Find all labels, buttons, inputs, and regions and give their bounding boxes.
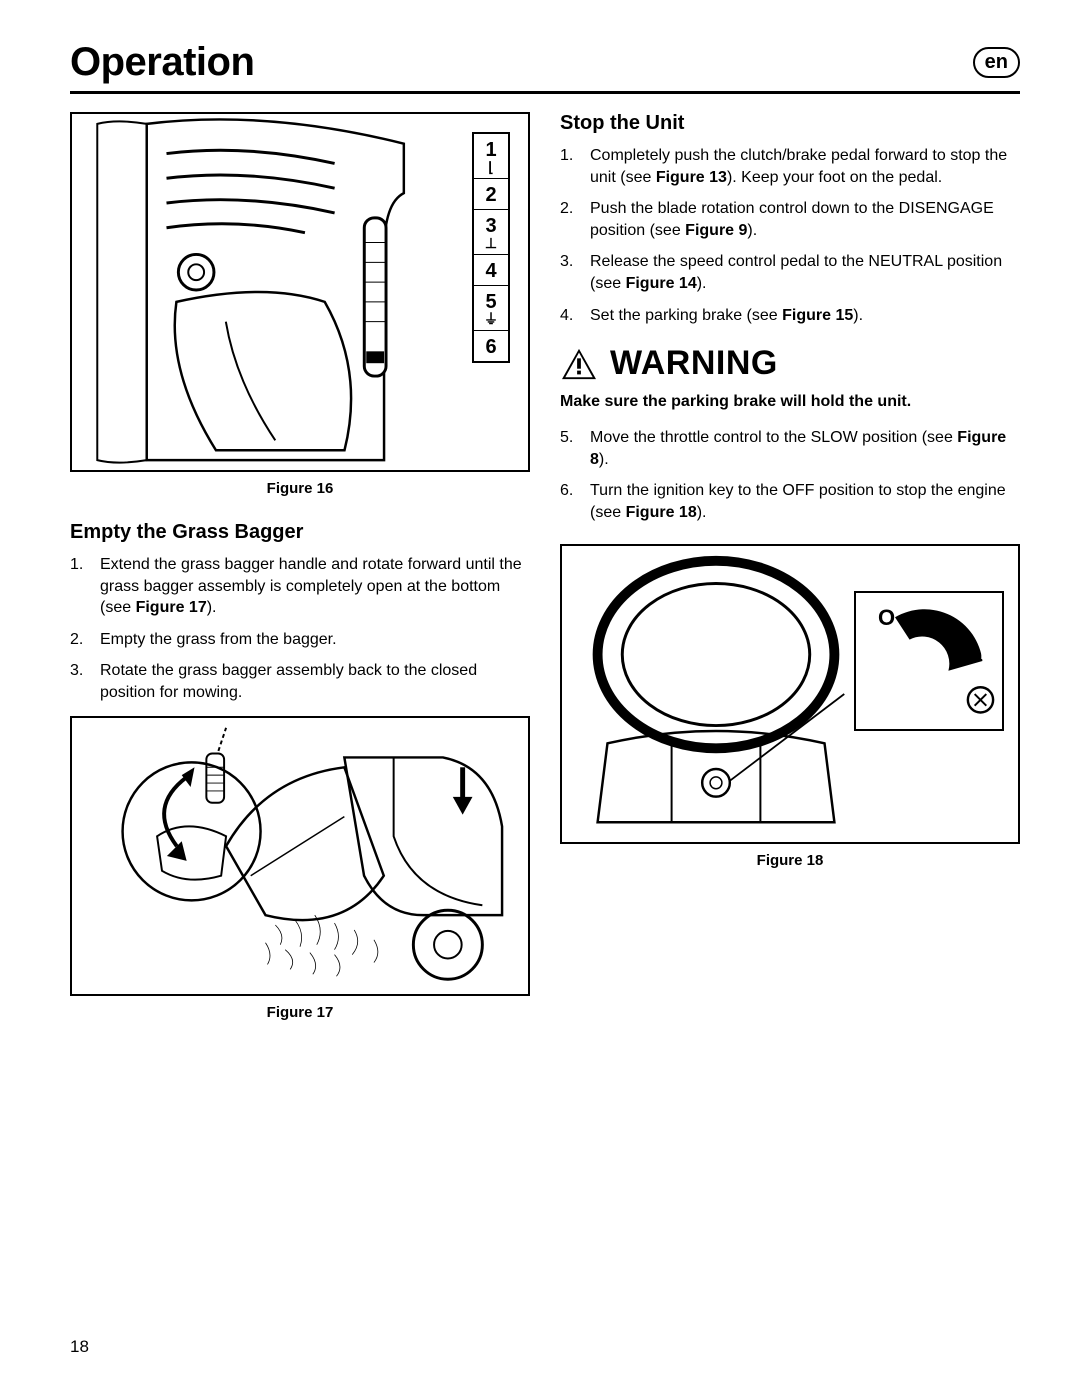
warning-subtext: Make sure the parking brake will hold th… bbox=[560, 393, 1020, 411]
ignition-callout: O I bbox=[854, 591, 1004, 731]
stop-unit-steps-b: Move the throttle control to the SLOW po… bbox=[560, 427, 1020, 523]
right-column: Stop the Unit Completely push the clutch… bbox=[560, 112, 1020, 1021]
indicator-6: 6 bbox=[474, 331, 508, 361]
bagger-step-2: Empty the grass from the bagger. bbox=[70, 629, 530, 651]
stop-step-2: Push the blade rotation control down to … bbox=[560, 198, 1020, 241]
ignition-on-label: I bbox=[980, 639, 986, 665]
ignition-off-label: O bbox=[878, 605, 895, 631]
figure-17-illustration bbox=[72, 718, 528, 994]
page-header: Operation en bbox=[70, 40, 1020, 94]
warning-banner: WARNING bbox=[560, 344, 1020, 383]
indicator-2: 2 bbox=[474, 179, 508, 210]
language-badge: en bbox=[973, 47, 1020, 78]
stop-step-4: Set the parking brake (see Figure 15). bbox=[560, 305, 1020, 327]
warning-title: WARNING bbox=[610, 344, 778, 383]
warning-icon bbox=[560, 347, 598, 381]
figure-17 bbox=[70, 716, 530, 996]
content-columns: 1⌊ 2 3⊥ 4 5⏚ 6 Figure 16 Empty the Grass… bbox=[70, 112, 1020, 1021]
height-indicator-strip: 1⌊ 2 3⊥ 4 5⏚ 6 bbox=[472, 132, 510, 363]
stop-unit-heading: Stop the Unit bbox=[560, 112, 1020, 135]
stop-step-3: Release the speed control pedal to the N… bbox=[560, 251, 1020, 294]
stop-step-1: Completely push the clutch/brake pedal f… bbox=[560, 145, 1020, 188]
page-number: 18 bbox=[70, 1337, 89, 1357]
indicator-4: 4 bbox=[474, 255, 508, 286]
stop-step-5: Move the throttle control to the SLOW po… bbox=[560, 427, 1020, 470]
figure-18: O I bbox=[560, 544, 1020, 844]
figure-16-illustration bbox=[72, 114, 528, 470]
empty-bagger-heading: Empty the Grass Bagger bbox=[70, 521, 530, 544]
stop-step-6: Turn the ignition key to the OFF positio… bbox=[560, 480, 1020, 523]
figure-16-caption: Figure 16 bbox=[70, 480, 530, 497]
bagger-step-3: Rotate the grass bagger assembly back to… bbox=[70, 660, 530, 703]
left-column: 1⌊ 2 3⊥ 4 5⏚ 6 Figure 16 Empty the Grass… bbox=[70, 112, 530, 1021]
page-title: Operation bbox=[70, 40, 254, 85]
bagger-step-1: Extend the grass bagger handle and rotat… bbox=[70, 554, 530, 619]
empty-bagger-steps: Extend the grass bagger handle and rotat… bbox=[70, 554, 530, 704]
figure-16: 1⌊ 2 3⊥ 4 5⏚ 6 bbox=[70, 112, 530, 472]
indicator-5: 5⏚ bbox=[474, 286, 508, 331]
indicator-3: 3⊥ bbox=[474, 210, 508, 255]
figure-18-caption: Figure 18 bbox=[560, 852, 1020, 869]
stop-unit-steps-a: Completely push the clutch/brake pedal f… bbox=[560, 145, 1020, 326]
indicator-1: 1⌊ bbox=[474, 134, 508, 179]
figure-17-caption: Figure 17 bbox=[70, 1004, 530, 1021]
